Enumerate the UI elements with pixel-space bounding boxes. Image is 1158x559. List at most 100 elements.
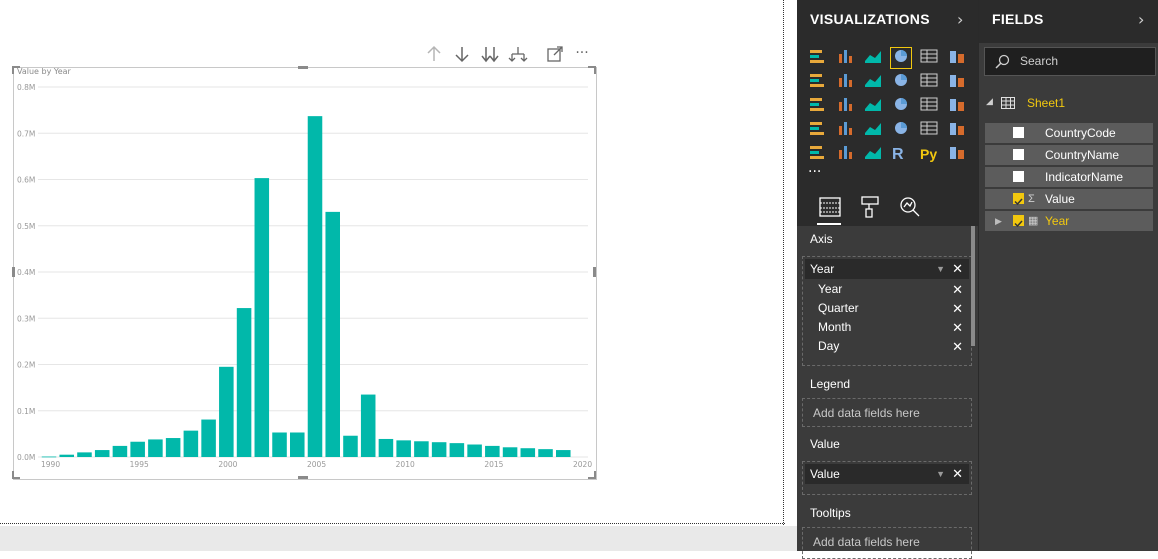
collapse-fields-chevron-icon[interactable]: › xyxy=(1138,10,1145,29)
resize-handle-bottom-left-v[interactable] xyxy=(12,471,14,479)
legend-well[interactable]: Add data fields here xyxy=(802,398,972,427)
bar[interactable] xyxy=(343,435,358,457)
value-well[interactable]: Value ▼ ✕ xyxy=(802,461,972,495)
ribbon-chart-icon[interactable] xyxy=(948,72,966,88)
focus-mode-icon[interactable] xyxy=(545,44,565,64)
bar[interactable] xyxy=(360,394,376,457)
donut-chart-icon[interactable] xyxy=(892,96,910,112)
axis-well[interactable]: Year ▼ ✕ Year ✕ Quarter ✕ Month ✕ Day ✕ xyxy=(802,256,972,366)
bar[interactable] xyxy=(396,440,411,457)
chevron-down-icon[interactable]: ▼ xyxy=(936,264,945,274)
bar[interactable] xyxy=(165,438,181,457)
bar[interactable] xyxy=(112,445,128,457)
bar[interactable] xyxy=(254,178,270,458)
bar[interactable] xyxy=(307,116,323,457)
resize-handle-bottom[interactable] xyxy=(298,476,308,479)
globe-icon[interactable] xyxy=(948,144,966,160)
waterfall-chart-icon[interactable] xyxy=(808,96,826,112)
funnel-icon[interactable] xyxy=(836,120,854,136)
stacked-column-chart-icon[interactable] xyxy=(836,48,854,64)
fields-tab-icon[interactable] xyxy=(817,194,843,220)
scatter-chart-icon[interactable] xyxy=(836,96,854,112)
bar[interactable] xyxy=(290,432,305,457)
format-tab-icon[interactable] xyxy=(857,194,883,220)
bar[interactable] xyxy=(219,366,234,457)
matrix-icon[interactable] xyxy=(864,144,882,160)
pie-chart-icon[interactable] xyxy=(864,96,882,112)
100-stacked-column-chart-icon[interactable] xyxy=(948,48,966,64)
field-checkbox[interactable] xyxy=(1013,127,1024,138)
axis-hierarchy-level[interactable]: Day ✕ xyxy=(805,337,969,356)
treemap-icon[interactable] xyxy=(920,96,938,112)
visualizations-scrollbar[interactable] xyxy=(971,226,975,346)
kpi-icon[interactable] xyxy=(948,120,966,136)
clustered-column-chart-icon[interactable] xyxy=(892,48,910,64)
bar[interactable] xyxy=(236,308,252,457)
bar[interactable] xyxy=(556,450,571,457)
bar[interactable] xyxy=(502,447,518,457)
field-checkbox[interactable] xyxy=(1013,193,1024,206)
stacked-area-chart-icon[interactable] xyxy=(864,72,882,88)
slicer-icon[interactable] xyxy=(808,144,826,160)
bar[interactable] xyxy=(467,444,482,457)
resize-handle-right[interactable] xyxy=(593,267,596,277)
bar[interactable] xyxy=(485,445,500,457)
field-item[interactable]: IndicatorName xyxy=(985,167,1153,187)
more-options-icon[interactable]: ··· xyxy=(575,45,589,61)
field-item[interactable]: CountryCode xyxy=(985,123,1153,143)
card-icon[interactable] xyxy=(892,120,910,136)
table-sheet1[interactable]: ◢ Sheet1 xyxy=(979,94,1158,114)
map-icon[interactable] xyxy=(948,96,966,112)
double-arrow-down-icon[interactable] xyxy=(480,44,500,64)
field-checkbox[interactable] xyxy=(1013,215,1024,228)
100-stacked-bar-chart-icon[interactable] xyxy=(920,48,938,64)
table-icon[interactable] xyxy=(836,144,854,160)
bar[interactable] xyxy=(414,441,429,457)
remove-icon[interactable]: ✕ xyxy=(952,282,963,297)
bar[interactable] xyxy=(378,438,394,457)
remove-icon[interactable]: ✕ xyxy=(952,466,963,481)
line-and-stacked-column-chart-icon[interactable] xyxy=(892,72,910,88)
bar[interactable] xyxy=(94,450,110,457)
multi-row-card-icon[interactable] xyxy=(920,120,938,136)
tooltips-well[interactable]: Add data fields here xyxy=(802,527,972,559)
resize-handle-top-left[interactable] xyxy=(12,66,20,68)
field-checkbox[interactable] xyxy=(1013,149,1024,160)
bar[interactable] xyxy=(325,211,340,458)
field-item[interactable]: Σ Value xyxy=(985,189,1153,209)
remove-icon[interactable]: ✕ xyxy=(952,339,963,354)
line-and-clustered-column-chart-icon[interactable] xyxy=(920,72,938,88)
bar[interactable] xyxy=(520,448,536,457)
axis-hierarchy-level[interactable]: Month ✕ xyxy=(805,318,969,337)
chevron-down-icon[interactable]: ▼ xyxy=(936,469,945,479)
bar[interactable] xyxy=(183,430,199,457)
axis-hierarchy-level[interactable]: Year ✕ xyxy=(805,280,969,299)
fields-search-input[interactable]: Search xyxy=(984,47,1156,76)
r-visual-icon[interactable]: R xyxy=(892,146,904,163)
resize-handle-top-right[interactable] xyxy=(588,66,596,68)
resize-handle-left[interactable] xyxy=(12,267,15,277)
bar[interactable] xyxy=(77,452,92,458)
bar[interactable] xyxy=(59,454,74,457)
line-chart-icon[interactable] xyxy=(808,72,826,88)
area-chart-icon[interactable] xyxy=(836,72,854,88)
remove-icon[interactable]: ✕ xyxy=(952,320,963,335)
expand-hierarchy-icon[interactable] xyxy=(508,44,528,64)
axis-hierarchy-level[interactable]: Quarter ✕ xyxy=(805,299,969,318)
resize-handle-top-right-v[interactable] xyxy=(594,66,596,74)
resize-handle-top[interactable] xyxy=(298,66,308,69)
value-field-chip[interactable]: Value ▼ ✕ xyxy=(805,464,969,484)
stacked-bar-chart-icon[interactable] xyxy=(808,48,826,64)
bar[interactable] xyxy=(272,432,287,457)
resize-handle-top-left-v[interactable] xyxy=(12,66,14,74)
arrow-up-icon[interactable] xyxy=(424,44,444,64)
bar[interactable] xyxy=(201,419,216,457)
field-item[interactable]: ▶ ▦ Year xyxy=(985,211,1153,231)
resize-handle-bottom-left[interactable] xyxy=(12,477,20,479)
analytics-tab-icon[interactable] xyxy=(897,194,923,220)
field-item[interactable]: CountryName xyxy=(985,145,1153,165)
bar[interactable] xyxy=(148,439,163,457)
collapse-visualizations-chevron-icon[interactable]: › xyxy=(957,10,964,29)
bar[interactable] xyxy=(431,442,447,457)
axis-field-chip[interactable]: Year ▼ ✕ xyxy=(805,259,969,279)
